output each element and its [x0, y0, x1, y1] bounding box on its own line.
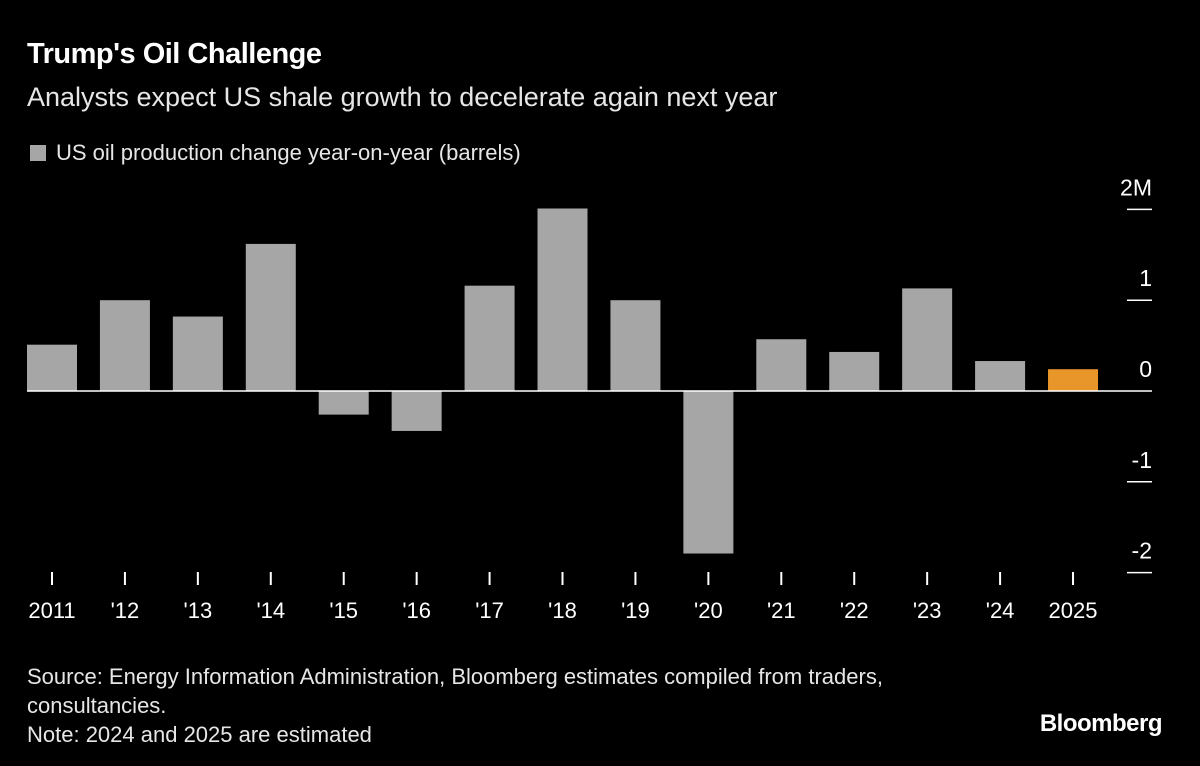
bar-24 [975, 361, 1026, 391]
bar-12 [99, 300, 150, 391]
source-note: Source: Energy Information Administratio… [27, 662, 947, 749]
x-tick-label: 2011 [28, 598, 75, 623]
x-tick-label: '22 [840, 598, 869, 623]
x-tick-label: '19 [621, 598, 650, 623]
x-tick-label: '12 [111, 598, 140, 623]
x-tick-label: '14 [256, 598, 285, 623]
chart-subtitle: Analysts expect US shale growth to decel… [27, 82, 778, 112]
bar-20 [683, 391, 734, 554]
y-tick-label: 2M [1120, 174, 1152, 200]
x-tick-label: '17 [475, 598, 504, 623]
bar-2025 [1048, 369, 1099, 391]
bar-17 [464, 285, 515, 391]
bar-15 [318, 391, 369, 415]
x-tick-label: '20 [694, 598, 723, 623]
bar-14 [245, 243, 296, 391]
x-tick-label: 2025 [1049, 598, 1098, 623]
bar-18 [537, 208, 588, 391]
x-tick-label: '15 [329, 598, 358, 623]
y-tick-label: 1 [1139, 265, 1152, 291]
bar-23 [902, 288, 953, 391]
legend-label: US oil production change year-on-year (b… [56, 140, 521, 165]
x-tick-label: '16 [402, 598, 431, 623]
y-tick-label: 0 [1139, 356, 1152, 382]
bloomberg-logo: Bloomberg [1039, 710, 1163, 737]
y-tick-label: -1 [1132, 447, 1152, 473]
bar-16 [391, 391, 442, 431]
legend: US oil production change year-on-year (b… [30, 140, 521, 166]
x-tick-label: '24 [986, 598, 1015, 623]
bar-21 [756, 339, 807, 391]
bar-13 [172, 316, 223, 391]
chart-title: Trump's Oil Challenge [27, 38, 322, 70]
bar-2011 [27, 344, 77, 391]
y-tick-label: -2 [1132, 538, 1152, 564]
x-tick-label: '23 [913, 598, 942, 623]
x-tick-label: '21 [767, 598, 796, 623]
source-text: Source: Energy Information Administratio… [27, 664, 883, 718]
note-text: Note: 2024 and 2025 are estimated [27, 722, 372, 747]
bar-22 [829, 351, 880, 391]
x-tick-label: '13 [184, 598, 213, 623]
legend-swatch [30, 145, 46, 161]
bar-19 [610, 300, 661, 391]
x-tick-label: '18 [548, 598, 577, 623]
